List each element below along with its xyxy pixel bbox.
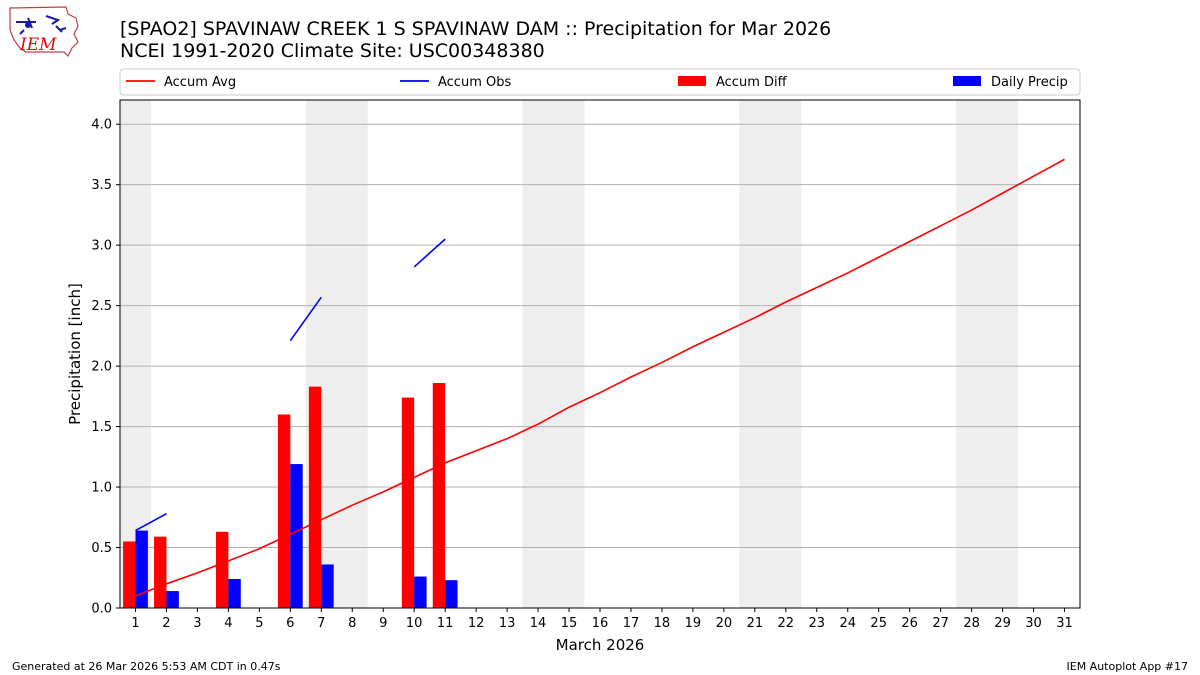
y-tick-label-2: 1.0 <box>91 481 112 496</box>
accum-diff-bar-10 <box>401 397 415 608</box>
x-tick-label-13: 13 <box>499 616 516 631</box>
weekend-shading <box>120 100 1019 608</box>
accum-diff-bar-2 <box>154 536 167 608</box>
x-tick-label-20: 20 <box>716 616 733 631</box>
accum-avg-line <box>135 158 1065 597</box>
y-tick-label-4: 2.0 <box>91 360 112 375</box>
y-tick-label-6: 3.0 <box>91 239 112 254</box>
x-tick-label-16: 16 <box>592 616 609 631</box>
app-credit: IEM Autoplot App #17 <box>1066 660 1189 673</box>
x-tick-label-14: 14 <box>530 616 547 631</box>
accum-obs-line-1 <box>289 296 322 342</box>
weekend-band-29 <box>987 100 1019 608</box>
x-tick-label-28: 28 <box>963 616 980 631</box>
x-tick-label-9: 9 <box>379 616 387 631</box>
x-tick-label-3: 3 <box>193 616 201 631</box>
x-tick-label-21: 21 <box>747 616 764 631</box>
x-tick-label-5: 5 <box>255 616 263 631</box>
x-tick-label-2: 2 <box>162 616 170 631</box>
daily-precip-bar-4 <box>228 578 241 608</box>
weekend-band-22 <box>770 100 802 608</box>
svg-text:IEM: IEM <box>19 35 57 55</box>
daily-precip-bar-6 <box>290 464 303 608</box>
x-tick-label-15: 15 <box>561 616 578 631</box>
x-tick-label-19: 19 <box>685 616 702 631</box>
x-tick-label-6: 6 <box>286 616 294 631</box>
iem-logo: IEM <box>6 4 82 62</box>
plot-frame <box>119 99 1081 609</box>
legend-label-accum-obs: Accum Obs <box>438 75 511 90</box>
x-tick-label-31: 31 <box>1056 616 1073 631</box>
legend-label-accum-diff: Accum Diff <box>716 75 788 90</box>
daily-precip-bar-7 <box>321 564 334 608</box>
x-tick-label-1: 1 <box>131 616 139 631</box>
y-axis-label: Precipitation [inch] <box>66 283 84 425</box>
y-tick-label-1: 0.5 <box>91 541 112 556</box>
legend: Accum Avg Accum Obs Accum Diff Daily Precip <box>119 68 1081 96</box>
x-tick-label-23: 23 <box>809 616 826 631</box>
chart-title: [SPAO2] SPAVINAW CREEK 1 S SPAVINAW DAM … <box>120 18 832 40</box>
daily-precip-bar-11 <box>445 580 458 608</box>
accum-diff-bar-7 <box>308 386 322 608</box>
weekend-band-14 <box>522 100 554 608</box>
y-tick-label-8: 4.0 <box>91 118 112 133</box>
legend-swatch-accum-diff <box>678 76 706 86</box>
legend-label-accum-avg: Accum Avg <box>164 75 236 90</box>
x-tick-label-17: 17 <box>623 616 640 631</box>
x-tick-label-8: 8 <box>348 616 356 631</box>
weekend-band-8 <box>336 100 368 608</box>
accum-diff-bar-4 <box>216 531 229 608</box>
y-tick-label-0: 0.0 <box>91 602 112 617</box>
legend-label-daily-precip: Daily Precip <box>991 75 1068 90</box>
x-tick-label-26: 26 <box>901 616 918 631</box>
accum-diff-bar-1 <box>123 541 136 608</box>
y-tick-label-5: 2.5 <box>91 299 112 314</box>
accum-obs-line-2 <box>413 238 446 268</box>
weekend-band-15 <box>553 100 585 608</box>
x-tick-label-24: 24 <box>839 616 856 631</box>
lines <box>135 158 1065 597</box>
accum-diff-bar-6 <box>277 414 291 608</box>
bars <box>123 383 458 608</box>
accum-obs-line-0 <box>135 512 167 532</box>
grid-lines <box>120 123 1080 609</box>
x-tick-label-30: 30 <box>1025 616 1042 631</box>
daily-precip-bar-2 <box>166 591 179 608</box>
legend-box <box>119 68 1081 96</box>
weekend-band-21 <box>739 100 771 608</box>
legend-swatch-daily-precip <box>953 76 981 86</box>
daily-precip-bar-10 <box>414 576 427 608</box>
x-tick-label-7: 7 <box>317 616 325 631</box>
x-tick-label-12: 12 <box>468 616 485 631</box>
daily-precip-bar-1 <box>135 530 148 608</box>
x-tick-label-11: 11 <box>437 616 454 631</box>
x-axis-label: March 2026 <box>556 636 645 654</box>
x-tick-label-29: 29 <box>994 616 1011 631</box>
generated-timestamp: Generated at 26 Mar 2026 5:53 AM CDT in … <box>12 660 281 673</box>
accum-diff-bar-11 <box>432 383 446 608</box>
weekend-band-28 <box>956 100 988 608</box>
x-tick-label-10: 10 <box>406 616 423 631</box>
axis-ticks: 0.00.51.01.52.02.53.03.54.01 2 3 4 5 6 7 8 9 10 11… <box>91 118 1072 631</box>
y-tick-label-3: 1.5 <box>91 420 112 435</box>
x-tick-label-18: 18 <box>654 616 671 631</box>
chart-subtitle: NCEI 1991-2020 Climate Site: USC00348380 <box>120 40 545 62</box>
y-tick-label-7: 3.5 <box>91 178 112 193</box>
x-tick-label-22: 22 <box>778 616 795 631</box>
x-tick-label-25: 25 <box>870 616 887 631</box>
x-tick-label-27: 27 <box>932 616 949 631</box>
x-tick-label-4: 4 <box>224 616 232 631</box>
